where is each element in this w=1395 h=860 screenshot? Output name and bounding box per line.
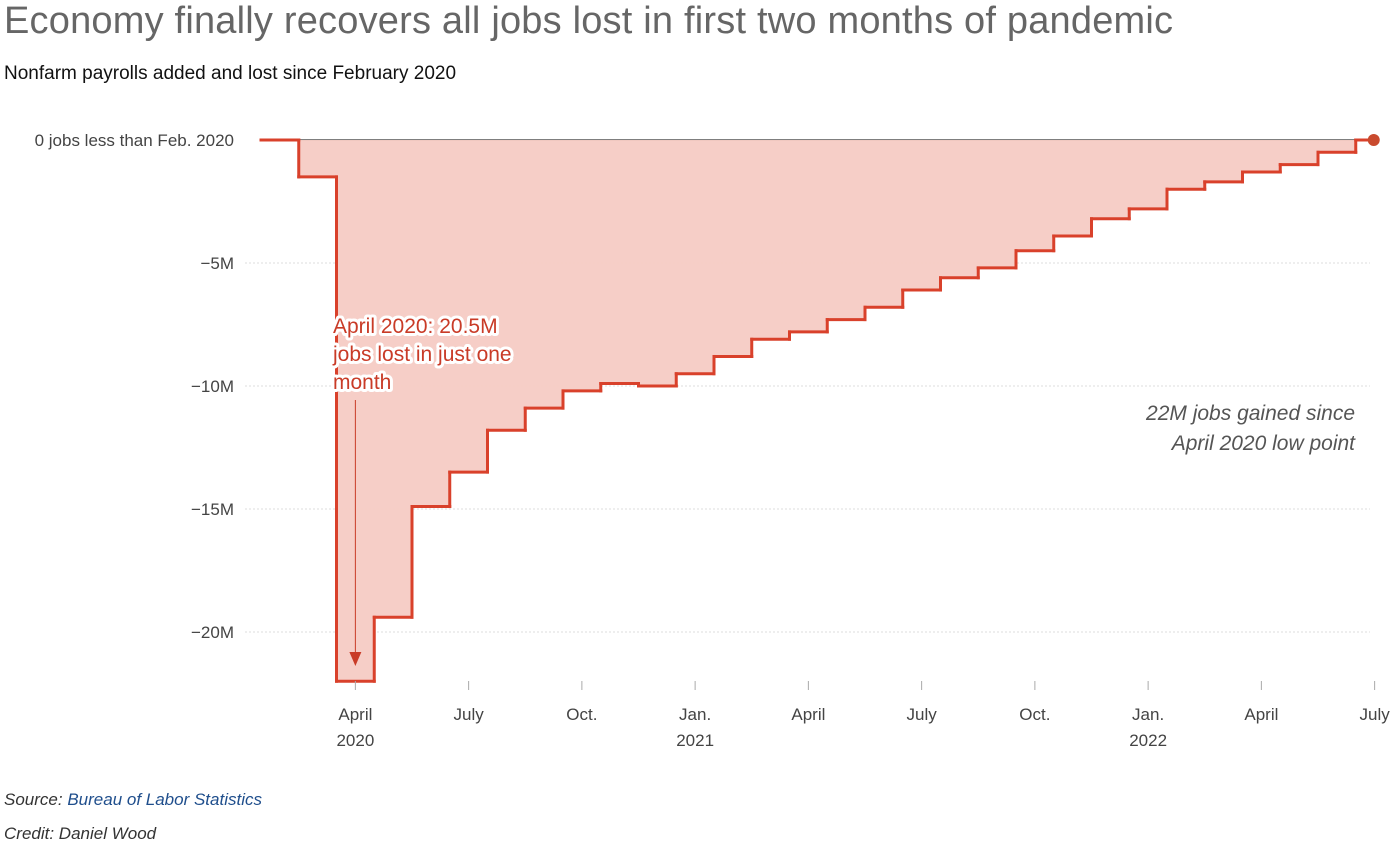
x-axis: April 2020 July Oct. Jan. 2021 April July Oct. Ja… bbox=[336, 681, 1390, 750]
y-tick-label: −10M bbox=[191, 377, 234, 396]
end-point-dot bbox=[1367, 134, 1380, 146]
y-tick-label: −15M bbox=[191, 500, 234, 519]
loss-annotation-line: month bbox=[333, 371, 391, 394]
series-line-layer bbox=[259, 134, 1380, 683]
credit-note: Credit: Daniel Wood bbox=[4, 824, 157, 843]
source-label: Source: bbox=[4, 790, 63, 809]
y-tick-label: −20M bbox=[191, 623, 234, 642]
area-layer bbox=[261, 140, 1373, 682]
x-tick-year-label: 2020 bbox=[336, 731, 374, 750]
annotations: April 2020: 20.5M jobs lost in just one mo… bbox=[329, 312, 1356, 666]
x-tick-label: April bbox=[1244, 705, 1278, 724]
chart-title: Economy finally recovers all jobs lost i… bbox=[4, 0, 1174, 42]
x-tick-year-label: 2021 bbox=[676, 731, 714, 750]
gain-annotation-line: 22M jobs gained since bbox=[1145, 402, 1355, 425]
x-tick-label: Jan. bbox=[679, 705, 711, 724]
source-link[interactable]: Bureau of Labor Statistics bbox=[67, 790, 262, 809]
gain-annotation-line: April 2020 low point bbox=[1170, 432, 1356, 455]
loss-annotation-line: jobs lost in just one bbox=[332, 343, 512, 366]
annotation-arrow-head bbox=[349, 652, 362, 666]
x-tick-label: July bbox=[1360, 705, 1391, 724]
area-fill bbox=[261, 140, 1373, 682]
x-tick-label: April bbox=[338, 705, 372, 724]
y-axis: 0 jobs less than Feb. 2020 −5M −10M −15M −20… bbox=[35, 131, 234, 642]
x-tick-label: April bbox=[791, 705, 825, 724]
y-tick-label: −5M bbox=[200, 254, 234, 273]
chart-subtitle: Nonfarm payrolls added and lost since Fe… bbox=[4, 63, 457, 84]
x-tick-label: Jan. bbox=[1132, 705, 1164, 724]
x-tick-label: Oct. bbox=[566, 705, 597, 724]
loss-annotation-line: April 2020: 20.5M bbox=[333, 315, 498, 338]
y-tick-label: 0 jobs less than Feb. 2020 bbox=[35, 131, 234, 150]
x-tick-label: July bbox=[907, 705, 938, 724]
chart-area: 0 jobs less than Feb. 2020 −5M −10M −15M −20… bbox=[35, 131, 1391, 750]
x-tick-year-label: 2022 bbox=[1129, 731, 1167, 750]
x-tick-label: July bbox=[454, 705, 485, 724]
x-tick-label: Oct. bbox=[1019, 705, 1050, 724]
source-note: Source: Bureau of Labor Statistics bbox=[4, 790, 262, 810]
